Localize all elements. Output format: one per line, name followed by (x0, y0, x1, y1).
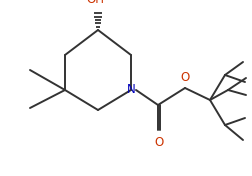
Text: O: O (180, 71, 189, 84)
Text: N: N (126, 83, 135, 96)
Text: OH: OH (86, 0, 104, 6)
Text: O: O (154, 136, 163, 149)
